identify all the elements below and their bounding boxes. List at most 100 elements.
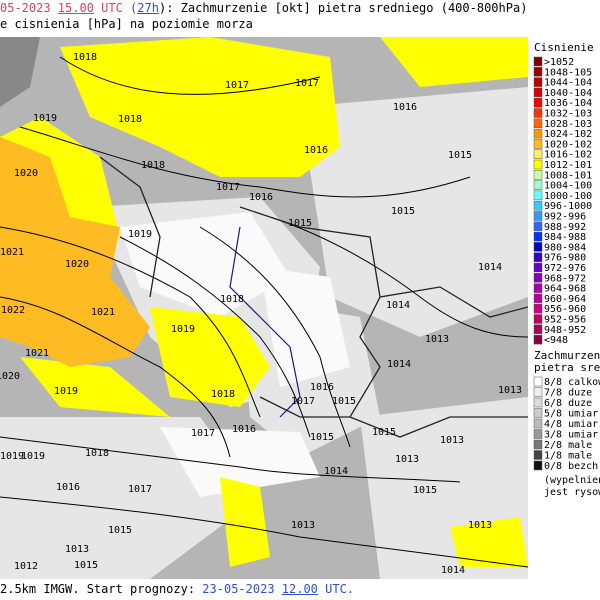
isobar-label: 1017 — [191, 428, 215, 439]
isobar-label: 1015 — [74, 560, 98, 571]
text-segment: 15.00 — [57, 1, 94, 15]
legend-label: 1012-101 — [544, 160, 592, 171]
legend: Cisnienie [hP >10521048-1051044-1041040-1… — [533, 41, 600, 498]
legend-label: 1040-104 — [544, 88, 592, 99]
isobar-label: 1015 — [108, 525, 132, 536]
isobar-label: 1013 — [395, 454, 419, 465]
legend-swatch — [533, 397, 543, 408]
legend-swatch — [533, 460, 543, 471]
header-line2: e cisnienia [hPa] na poziomie morza — [0, 17, 253, 31]
text-segment: 27h — [137, 1, 159, 15]
legend-swatch — [533, 118, 543, 129]
isobar-label: 1014 — [478, 262, 502, 273]
legend-label: 960-964 — [544, 294, 586, 305]
legend-swatch — [533, 56, 543, 67]
rivers — [229, 226, 301, 418]
isobar-label: 1021 — [0, 247, 24, 258]
isobar-label: 1017 — [128, 484, 152, 495]
legend-swatch — [533, 314, 543, 324]
legend-swatch — [533, 418, 543, 429]
legend-swatch — [533, 283, 543, 293]
legend-label: 5/8 umiar — [544, 409, 598, 420]
footer: 2.5km IMGW. Start prognozy: 23-05-2023 1… — [0, 582, 354, 596]
legend-label: 976-980 — [544, 253, 586, 264]
legend-label: 972-976 — [544, 263, 586, 274]
legend-label: 1036-104 — [544, 98, 592, 109]
legend-label: >1052 — [544, 57, 574, 68]
text-segment: 23-05-2023 — [202, 582, 282, 596]
legend-swatch — [533, 139, 543, 149]
legend-swatch — [533, 252, 543, 262]
legend-swatch — [533, 211, 543, 221]
legend-label: 1004-100 — [544, 181, 592, 192]
legend-label: 1048-105 — [544, 67, 592, 78]
legend-swatch — [533, 149, 543, 159]
pressure-fill-1020 — [0, 137, 150, 367]
legend-note: jest rysowe — [544, 487, 600, 498]
isobar-label: 1019 — [0, 451, 24, 462]
text-segment: 05-2023 — [0, 1, 58, 15]
text-segment: UTC. — [317, 582, 355, 596]
legend-label: 948-952 — [544, 325, 586, 336]
isobar-label: 1018 — [85, 448, 109, 459]
isobar-label: 1016 — [310, 382, 334, 393]
legend-label: 2/8 male — [544, 440, 592, 451]
legend-label: 996-1000 — [544, 201, 592, 212]
legend-swatch — [533, 242, 543, 252]
text-segment: ( — [122, 1, 138, 15]
isobar-label: 1018 — [73, 52, 97, 63]
isobar-label: 1021 — [91, 307, 115, 318]
isobar-label: 1014 — [441, 565, 465, 576]
borders — [99, 156, 528, 438]
legend-note: (wypelnien — [544, 475, 600, 486]
legend-label: 7/8 duze — [544, 388, 592, 399]
isobar-label: 1015 — [288, 218, 312, 229]
legend-label: 956-960 — [544, 304, 586, 315]
legend-swatch — [533, 97, 543, 108]
isobar-label: 1013 — [498, 385, 522, 396]
isobar-label: 1015 — [332, 396, 356, 407]
isobar-label: 1018 — [118, 114, 142, 125]
legend-label: 968-972 — [544, 273, 586, 284]
header-line1: 05-2023 15.00 UTC (27h): Zachmurzenie [o… — [0, 1, 527, 15]
overcast-areas — [120, 212, 350, 497]
legend-label: 980-984 — [544, 242, 586, 253]
isobar-label: 1020 — [0, 371, 20, 382]
legend-label: 4/8 umiar — [544, 419, 598, 430]
legend-swatch — [533, 221, 543, 232]
legend-swatch — [533, 293, 543, 304]
isobar-label: 1016 — [393, 102, 417, 113]
isobar-label: 1018 — [141, 160, 165, 171]
legend-title: pietra srednie — [534, 361, 600, 374]
dense-cloud — [0, 37, 40, 107]
isobar-label: 1019 — [21, 451, 45, 462]
text-segment: ): Zachmurzenie [okt] pietra sredniego (… — [158, 1, 528, 15]
legend-label: 1032-103 — [544, 109, 592, 120]
legend-swatch — [533, 77, 543, 87]
legend-label: 1020-102 — [544, 139, 592, 150]
legend-label: 1008-101 — [544, 170, 592, 181]
legend-swatch — [533, 273, 543, 283]
isobar-label: 1015 — [391, 206, 415, 217]
legend-label: 964-968 — [544, 284, 586, 295]
legend-swatch — [533, 334, 543, 345]
legend-swatch — [533, 262, 543, 273]
legend-label: 988-992 — [544, 222, 586, 233]
legend-label: <948 — [544, 335, 568, 346]
isobar-label: 1018 — [220, 294, 244, 305]
text-segment: UTC — [93, 1, 123, 15]
isobar-label: 1013 — [65, 544, 89, 555]
legend-label: 952-956 — [544, 315, 586, 326]
isobar-label: 1014 — [387, 359, 411, 370]
isobar-label: 1013 — [440, 435, 464, 446]
isobar-label: 1022 — [1, 305, 25, 316]
isobar-label: 1013 — [291, 520, 315, 531]
legend-swatch — [533, 303, 543, 314]
legend-swatch — [533, 128, 543, 139]
legend-label: 1016-102 — [544, 150, 592, 161]
isobar-label: 1015 — [448, 150, 472, 161]
isobar-label: 1016 — [232, 424, 256, 435]
isobars — [0, 56, 528, 568]
legend-title: Cisnienie [hP — [534, 41, 600, 54]
